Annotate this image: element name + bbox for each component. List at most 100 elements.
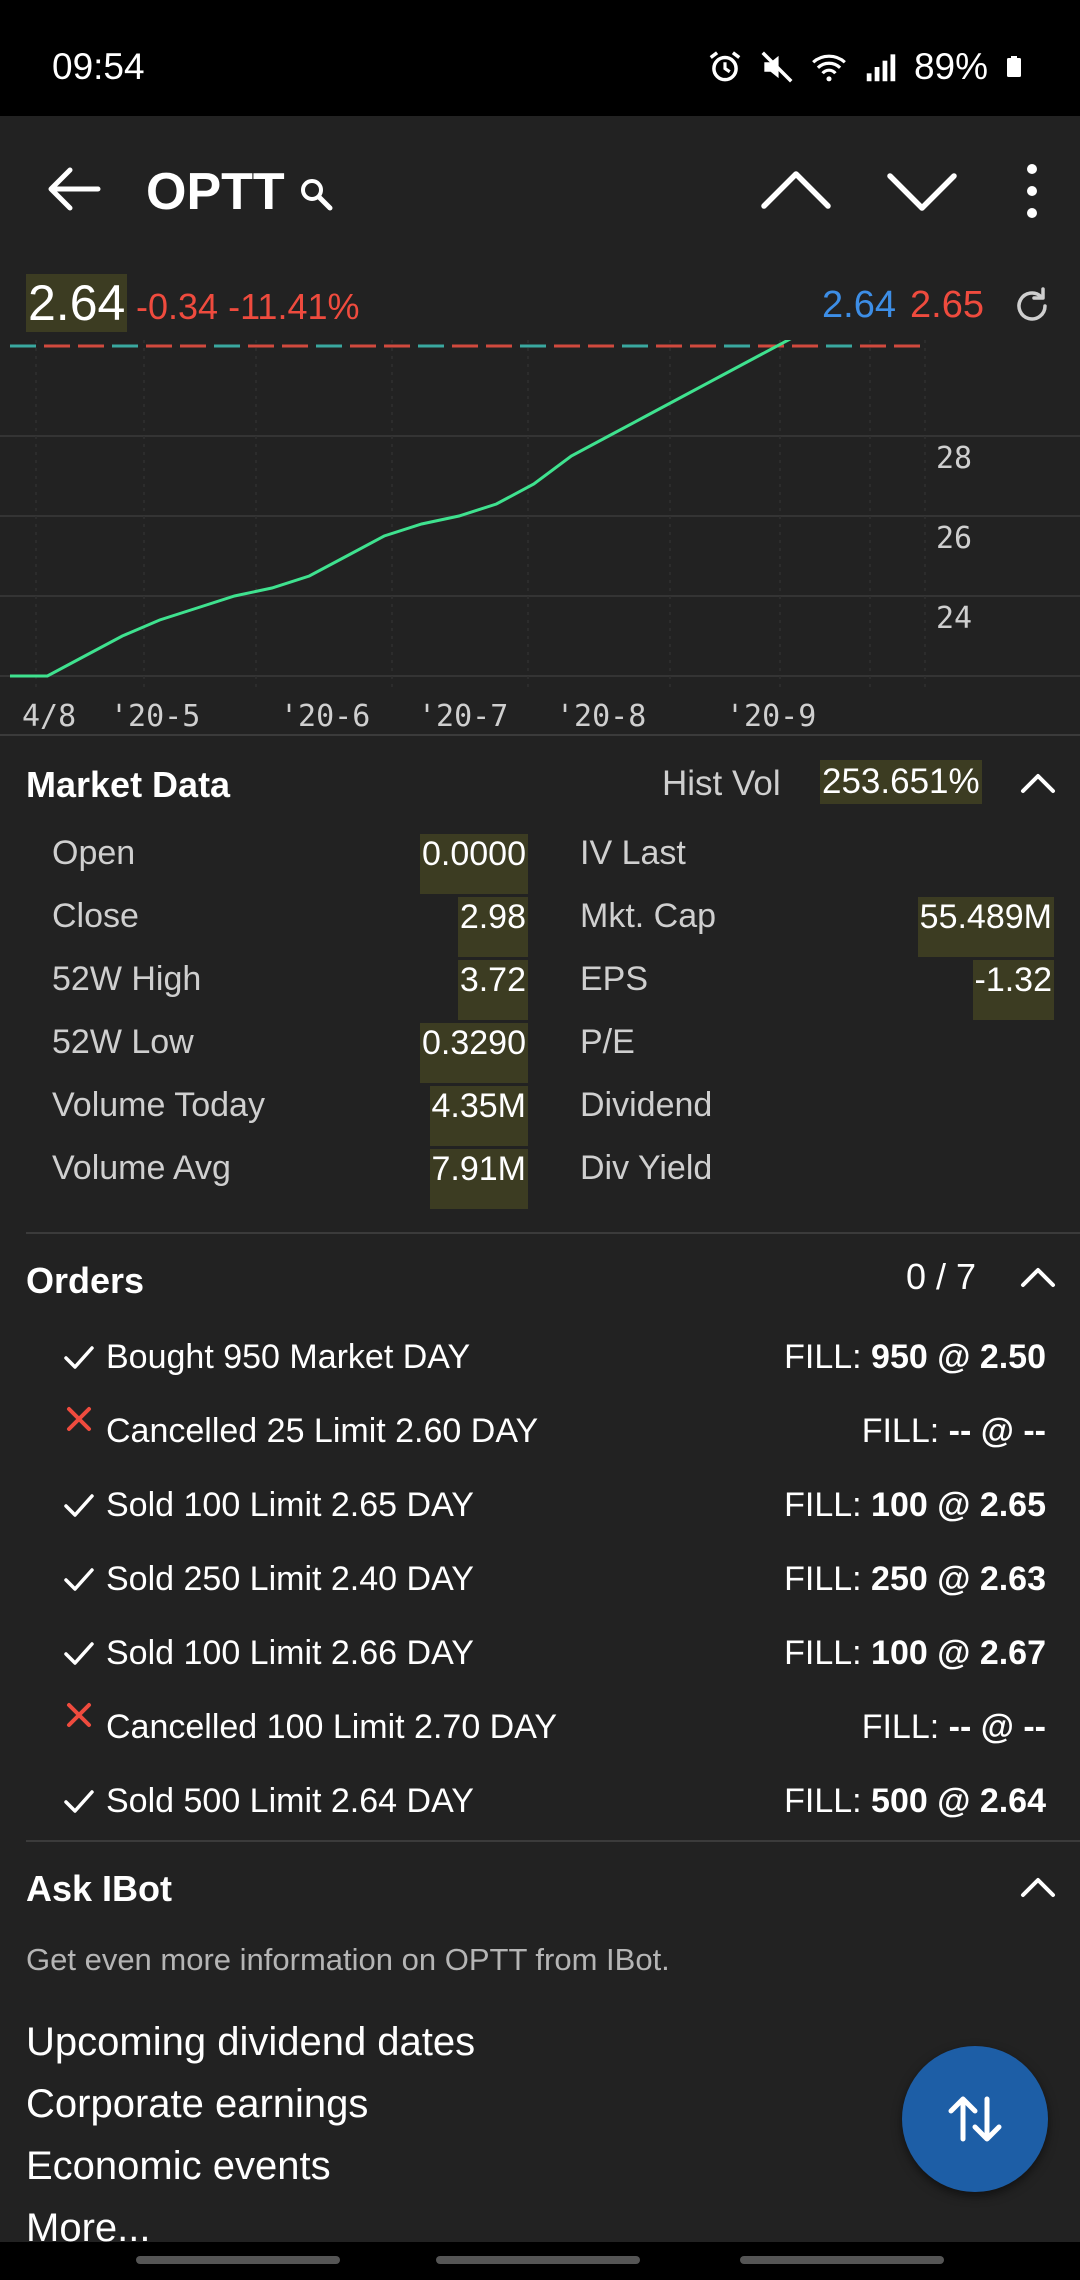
md-label: EPS <box>580 960 649 998</box>
checkmark-icon <box>64 1568 94 1591</box>
fill-prefix: FILL: <box>861 1708 940 1746</box>
fill-prefix: FILL: <box>784 1338 862 1376</box>
md-label: Open <box>52 834 136 872</box>
trade-fab-button[interactable] <box>902 2046 1048 2192</box>
symbol-title[interactable]: OPTT <box>146 163 285 221</box>
price-chart[interactable]: 28 26 24 4/8 '20-5 '20-6 '20-7 '20-8 '20-9 <box>0 340 1080 730</box>
mute-icon <box>761 51 793 83</box>
fill-value: -- @ -- <box>948 1708 1046 1746</box>
x-tick-label: '20-9 <box>726 699 816 730</box>
swap-vert-icon <box>948 2096 1002 2142</box>
nav-home[interactable] <box>436 2256 640 2264</box>
md-value: -1.32 <box>972 960 1054 1020</box>
md-value: 4.35M <box>429 1086 528 1146</box>
order-fill: FILL: -- @ -- <box>862 1708 1046 1747</box>
md-label: Dividend <box>580 1086 713 1124</box>
order-fill: FILL: 500 @ 2.64 <box>784 1782 1046 1821</box>
md-value: 55.489M <box>917 897 1054 957</box>
order-row[interactable]: Sold 100 Limit 2.65 DAY FILL: 100 @ 2.65 <box>0 1472 1080 1546</box>
fill-value: 250 @ 2.63 <box>871 1560 1046 1598</box>
price-series-line <box>10 340 792 678</box>
md-label: Mkt. Cap <box>580 897 717 935</box>
hist-vol-label: Hist Vol <box>662 764 781 803</box>
bid-price: 2.64 <box>822 284 896 326</box>
battery-icon <box>1007 56 1021 77</box>
md-value: 0.0000 <box>420 834 528 894</box>
ibot-title: Ask IBot <box>26 1868 173 1909</box>
change-abs: -0.34 <box>136 286 219 327</box>
order-description: Sold 500 Limit 2.64 DAY <box>106 1782 474 1820</box>
hist-vol-value: 253.651% <box>820 760 982 804</box>
md-label: Volume Avg <box>52 1149 231 1187</box>
cancelled-x-icon <box>67 1407 91 1431</box>
md-label: 52W Low <box>52 1023 194 1061</box>
md-label: P/E <box>580 1023 635 1061</box>
wifi-icon <box>812 54 846 82</box>
system-nav-bar <box>0 2242 1080 2280</box>
x-tick-label: '20-6 <box>280 699 370 730</box>
y-tick-label: 26 <box>936 521 972 556</box>
price-change: -0.34 -11.41% <box>136 286 360 328</box>
order-row[interactable]: Cancelled 100 Limit 2.70 DAY FILL: -- @ -… <box>0 1694 1080 1768</box>
order-row[interactable]: Sold 500 Limit 2.64 DAY FILL: 500 @ 2.64 <box>0 1768 1080 1842</box>
md-value: 7.91M <box>429 1149 528 1209</box>
fill-prefix: FILL: <box>784 1560 862 1598</box>
md-value: 2.98 <box>457 897 528 957</box>
battery-percent: 89% <box>913 46 988 87</box>
fill-prefix: FILL: <box>784 1782 862 1820</box>
collapse-ibot-icon[interactable] <box>1018 1872 1058 1902</box>
md-label: Volume Today <box>52 1086 265 1124</box>
ibot-link-economic-events[interactable]: Economic events <box>26 2144 331 2188</box>
quote-bar: 2.64 -0.34 -11.41% 2.64 2.65 <box>0 268 1080 340</box>
signal-icon <box>866 54 896 82</box>
market-data-title: Market Data <box>26 764 231 805</box>
status-bar: 09:54 89% <box>0 0 1080 116</box>
order-fill: FILL: 950 @ 2.50 <box>784 1338 1046 1377</box>
fill-value: 100 @ 2.65 <box>871 1486 1046 1524</box>
chevron-up-icon[interactable] <box>756 156 836 226</box>
nav-recents[interactable] <box>136 2256 340 2264</box>
order-description: Bought 950 Market DAY <box>106 1338 471 1376</box>
fill-value: 100 @ 2.67 <box>871 1634 1046 1672</box>
checkmark-icon <box>64 1346 94 1369</box>
back-arrow-icon[interactable] <box>40 154 110 224</box>
search-icon[interactable] <box>298 176 334 212</box>
order-row[interactable]: Sold 250 Limit 2.40 DAY FILL: 250 @ 2.63 <box>0 1546 1080 1620</box>
x-tick-label: 4/8 <box>22 699 76 730</box>
ibot-link-more[interactable]: More... <box>26 2206 151 2242</box>
order-fill: FILL: 100 @ 2.65 <box>784 1486 1046 1525</box>
change-pct: -11.41% <box>228 286 360 327</box>
x-tick-label: '20-7 <box>418 699 508 730</box>
md-label: Div Yield <box>580 1149 713 1187</box>
more-vert-icon[interactable] <box>1014 156 1050 226</box>
order-description: Cancelled 25 Limit 2.60 DAY <box>106 1412 539 1450</box>
order-fill: FILL: 100 @ 2.67 <box>784 1634 1046 1673</box>
status-time: 09:54 <box>52 46 145 87</box>
last-price: 2.64 <box>26 274 128 332</box>
checkmark-icon <box>64 1642 94 1665</box>
alarm-icon <box>709 51 741 82</box>
order-row[interactable]: Bought 950 Market DAY FILL: 950 @ 2.50 <box>0 1324 1080 1398</box>
ibot-link-earnings[interactable]: Corporate earnings <box>26 2082 369 2126</box>
order-row[interactable]: Sold 100 Limit 2.66 DAY FILL: 100 @ 2.67 <box>0 1620 1080 1694</box>
fill-prefix: FILL: <box>784 1486 862 1524</box>
fill-prefix: FILL: <box>861 1412 940 1450</box>
fill-value: -- @ -- <box>948 1412 1046 1450</box>
orders-count: 0 / 7 <box>906 1256 977 1297</box>
fill-value: 950 @ 2.50 <box>871 1338 1046 1376</box>
md-label: 52W High <box>52 960 202 998</box>
collapse-market-data-icon[interactable] <box>1018 768 1058 798</box>
chevron-down-icon[interactable] <box>882 156 962 226</box>
order-description: Cancelled 100 Limit 2.70 DAY <box>106 1708 558 1746</box>
nav-back[interactable] <box>740 2256 944 2264</box>
order-description: Sold 100 Limit 2.65 DAY <box>106 1486 474 1524</box>
ibot-subtitle: Get even more information on OPTT from I… <box>26 1942 670 1977</box>
ibot-link-dividends[interactable]: Upcoming dividend dates <box>26 2020 476 2064</box>
order-row[interactable]: Cancelled 25 Limit 2.60 DAY FILL: -- @ -- <box>0 1398 1080 1472</box>
md-label: Close <box>52 897 139 935</box>
y-tick-label: 28 <box>936 441 972 476</box>
refresh-icon[interactable] <box>1010 284 1054 328</box>
md-value: 3.72 <box>457 960 528 1020</box>
collapse-orders-icon[interactable] <box>1018 1262 1058 1292</box>
order-fill: FILL: 250 @ 2.63 <box>784 1560 1046 1599</box>
